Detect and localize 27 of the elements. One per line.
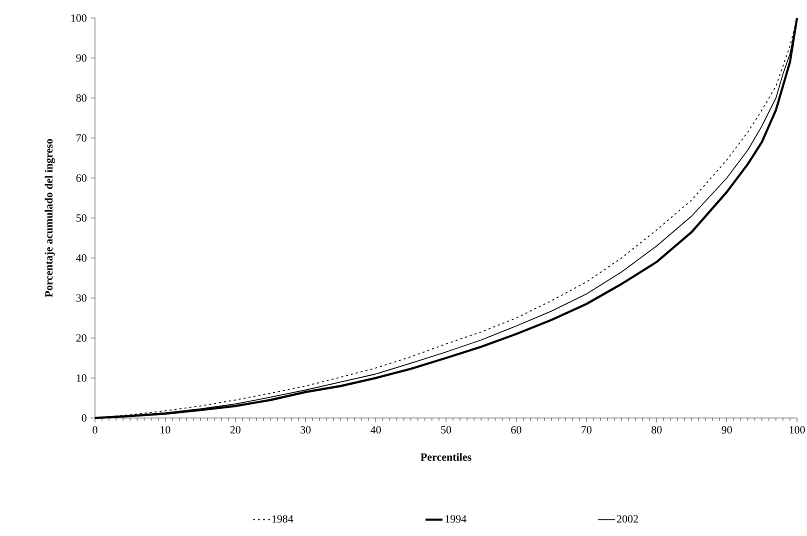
x-tick-label: 80 [652,426,662,434]
y-tick-label: 20 [76,334,86,342]
y-tick-label: 70 [76,134,86,142]
x-axis-title: Percentiles [420,453,472,461]
x-tick-label: 40 [370,426,381,434]
legend-label: 1994 [446,515,466,523]
y-tick-label: 0 [82,414,86,422]
x-tick-label: 10 [160,426,170,434]
x-tick-label: 50 [441,426,452,434]
legend-label: 2002 [616,515,638,523]
y-tick-label: 80 [76,94,86,102]
x-tick-label: 70 [582,426,592,434]
y-tick-label: 30 [76,294,86,302]
y-tick-label: 60 [76,174,86,182]
y-tick-label: 10 [76,374,86,382]
x-tick-label: 100 [790,426,805,434]
x-tick-label: 0 [92,426,98,434]
y-axis-title: Porcentaje acumulado del ingreso [44,139,55,298]
x-tick-label: 30 [300,426,311,434]
x-tick-label: 20 [230,426,240,434]
legend-label: 1984 [272,515,294,523]
y-tick-label: 50 [76,214,86,222]
y-tick-label: 90 [76,54,86,62]
y-tick-label: 40 [76,254,86,262]
x-tick-label: 60 [511,426,522,434]
x-tick-label: 90 [722,426,732,434]
y-tick-label: 100 [71,14,86,22]
